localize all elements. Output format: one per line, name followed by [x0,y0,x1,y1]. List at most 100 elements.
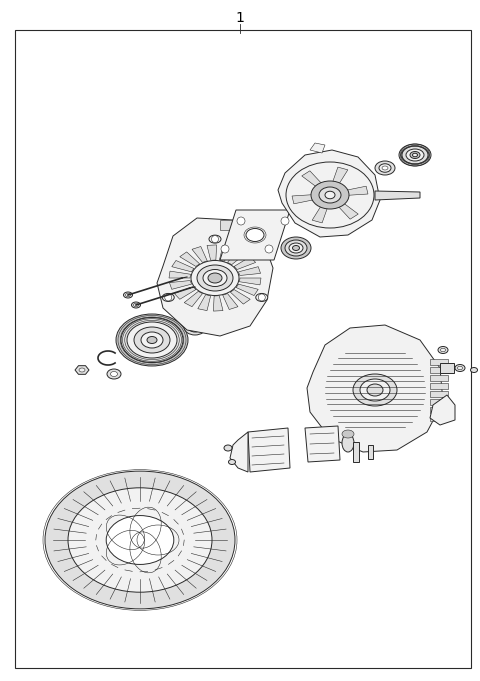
Ellipse shape [133,303,139,306]
Polygon shape [332,167,348,185]
Bar [353,442,359,462]
Polygon shape [230,289,250,304]
Polygon shape [430,391,448,397]
Ellipse shape [353,374,397,406]
Ellipse shape [289,243,303,253]
Ellipse shape [438,347,448,353]
Polygon shape [337,202,358,219]
Ellipse shape [192,325,199,330]
Ellipse shape [127,322,177,358]
Polygon shape [75,366,89,375]
Polygon shape [430,415,448,421]
Polygon shape [228,249,246,265]
Circle shape [237,217,245,225]
Ellipse shape [375,161,395,175]
Polygon shape [430,359,448,365]
Ellipse shape [162,294,174,302]
Ellipse shape [441,348,445,352]
Ellipse shape [319,187,341,203]
Circle shape [165,294,172,301]
Ellipse shape [292,245,300,251]
Polygon shape [248,428,290,472]
Polygon shape [240,278,261,285]
Ellipse shape [110,372,118,377]
Ellipse shape [412,153,418,157]
Ellipse shape [141,332,163,348]
Ellipse shape [360,379,390,401]
Polygon shape [219,245,232,262]
Polygon shape [236,284,258,296]
Polygon shape [375,191,420,200]
Polygon shape [430,375,448,381]
Polygon shape [214,296,223,311]
Ellipse shape [342,430,354,438]
Polygon shape [278,150,380,237]
Polygon shape [223,294,238,309]
Polygon shape [307,325,443,452]
Ellipse shape [399,144,431,166]
Ellipse shape [121,317,183,362]
Ellipse shape [457,366,463,370]
Polygon shape [305,426,340,462]
Ellipse shape [208,273,222,283]
Ellipse shape [107,369,121,379]
Ellipse shape [228,460,236,464]
Polygon shape [310,143,325,153]
Ellipse shape [106,516,174,565]
Polygon shape [234,257,256,270]
Bar [368,445,373,459]
Circle shape [281,217,289,225]
Ellipse shape [367,384,383,396]
Polygon shape [430,407,448,413]
Ellipse shape [203,270,227,287]
Polygon shape [198,295,211,311]
Circle shape [265,245,273,253]
Polygon shape [430,399,448,405]
Ellipse shape [79,368,85,372]
Ellipse shape [116,314,188,366]
Polygon shape [345,186,368,195]
Ellipse shape [246,229,264,242]
Polygon shape [292,195,315,204]
Polygon shape [169,281,192,289]
Text: 1: 1 [236,11,244,25]
Ellipse shape [224,445,232,451]
Polygon shape [169,271,191,278]
Polygon shape [172,260,194,272]
Ellipse shape [342,434,354,452]
Polygon shape [174,287,196,299]
Polygon shape [312,205,328,223]
Polygon shape [430,367,448,373]
Ellipse shape [191,261,239,296]
Circle shape [258,294,265,301]
Ellipse shape [147,336,157,343]
Polygon shape [239,267,261,276]
Circle shape [212,236,218,242]
Polygon shape [184,291,203,306]
Polygon shape [430,383,448,389]
Ellipse shape [123,292,132,298]
Polygon shape [220,220,233,230]
Polygon shape [157,218,273,336]
Ellipse shape [209,235,221,243]
Polygon shape [180,252,200,266]
Ellipse shape [410,151,420,159]
Ellipse shape [382,166,388,170]
Ellipse shape [325,191,335,199]
Ellipse shape [197,265,233,291]
Ellipse shape [45,471,235,609]
Ellipse shape [402,146,428,164]
Ellipse shape [188,322,202,332]
Circle shape [221,245,229,253]
Polygon shape [192,247,207,262]
Ellipse shape [311,181,349,209]
Ellipse shape [470,368,478,373]
Ellipse shape [184,319,206,335]
Ellipse shape [285,240,307,256]
Ellipse shape [132,302,141,308]
Ellipse shape [134,327,170,353]
Ellipse shape [406,149,424,161]
Ellipse shape [68,488,212,592]
Polygon shape [430,395,455,425]
Bar [440,363,454,373]
